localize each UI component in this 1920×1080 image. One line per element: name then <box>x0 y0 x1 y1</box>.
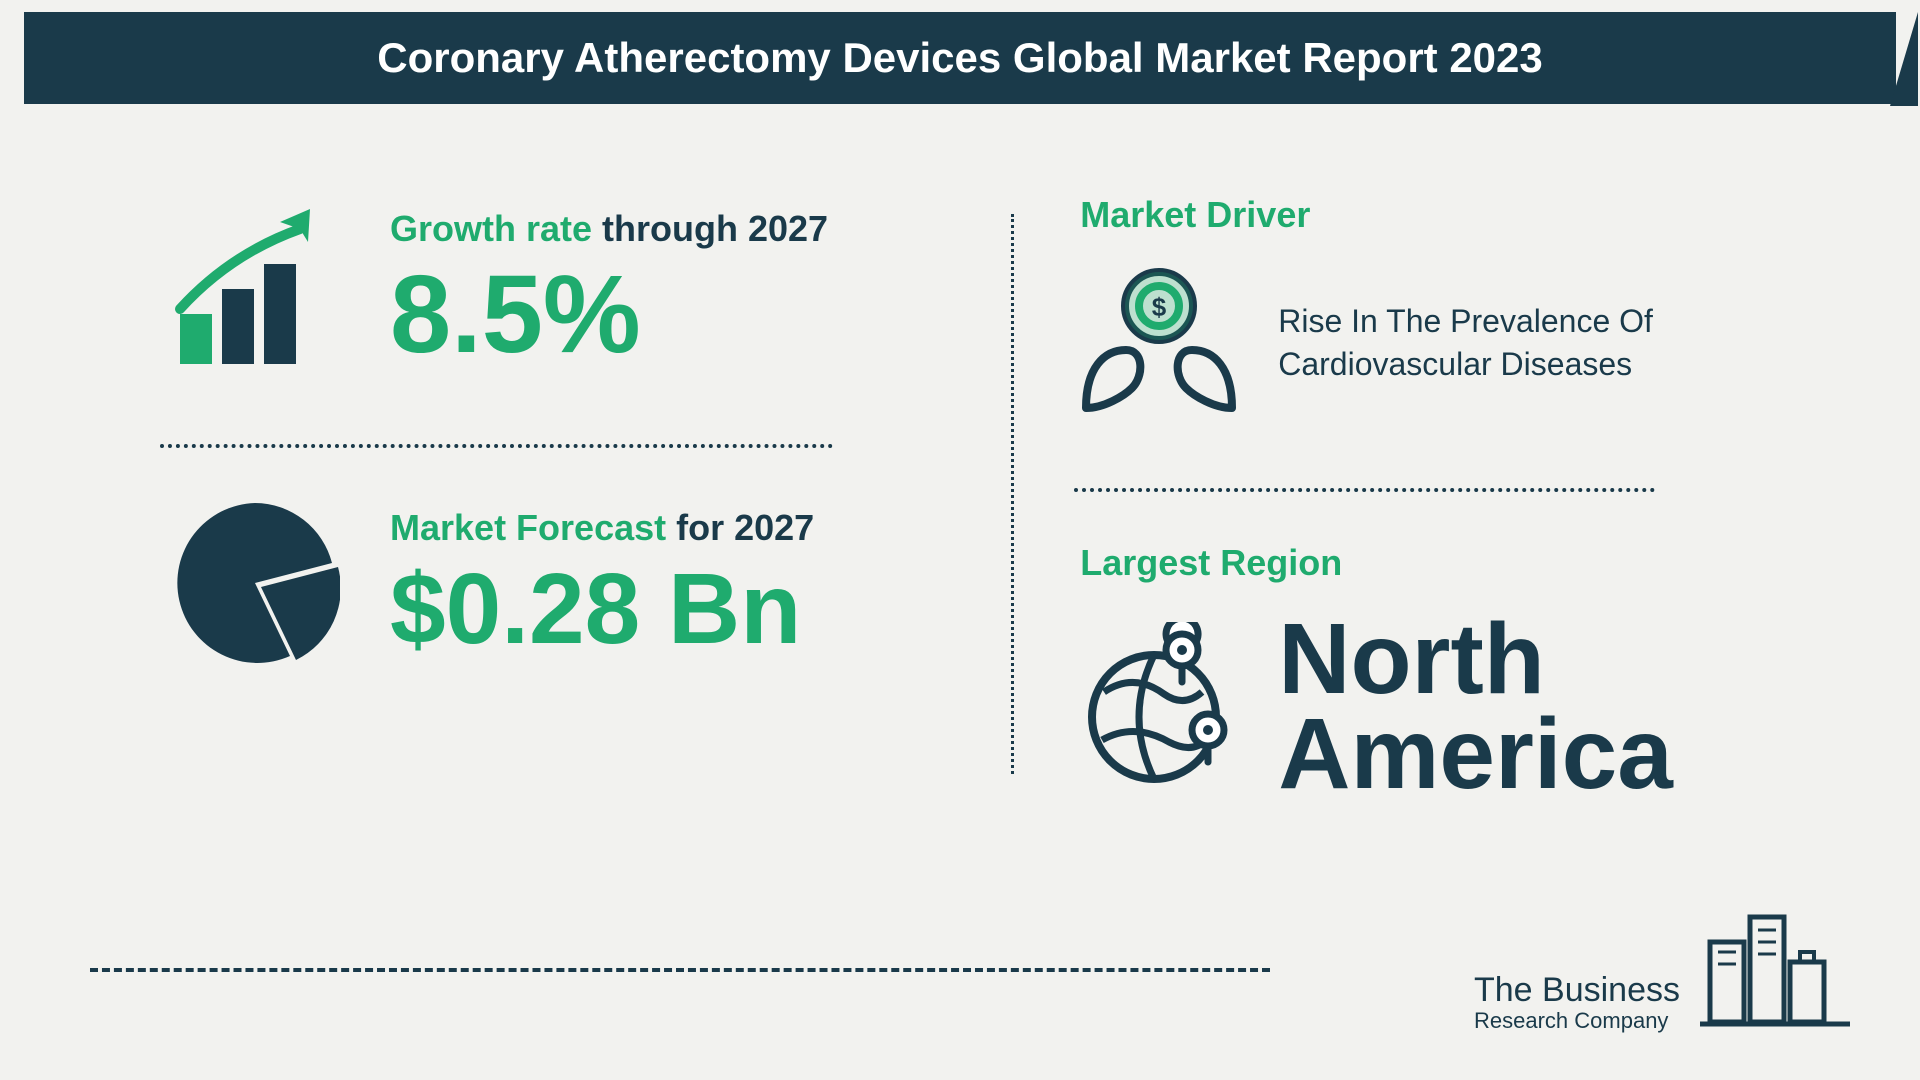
region-line2: America <box>1278 707 1673 802</box>
growth-label: Growth rate through 2027 <box>390 208 828 250</box>
hands-coin-icon: $ <box>1074 258 1244 428</box>
header-title: Coronary Atherectomy Devices Global Mark… <box>377 34 1543 81</box>
forecast-block: Market Forecast for 2027 $0.28 Bn <box>160 498 951 668</box>
driver-heading: Market Driver <box>1080 194 1800 236</box>
forecast-value: $0.28 Bn <box>390 559 814 659</box>
forecast-label: Market Forecast for 2027 <box>390 507 814 549</box>
left-dotted-divider <box>160 444 833 448</box>
header-bar: Coronary Atherectomy Devices Global Mark… <box>24 12 1896 104</box>
growth-value: 8.5% <box>390 260 828 370</box>
region-heading: Largest Region <box>1080 542 1800 584</box>
right-dotted-divider <box>1074 488 1655 492</box>
growth-chart-icon <box>160 194 350 384</box>
region-block: Largest Region <box>1074 542 1800 802</box>
svg-text:$: $ <box>1152 292 1167 322</box>
brand-buildings-icon <box>1700 892 1850 1032</box>
right-column: Market Driver $ Rise In The P <box>1014 194 1800 802</box>
growth-block: Growth rate through 2027 8.5% <box>160 194 951 384</box>
brand-block: The Business Research Company <box>1474 892 1850 1032</box>
bottom-dashed-line <box>90 968 1270 972</box>
forecast-text: Market Forecast for 2027 $0.28 Bn <box>390 507 814 659</box>
brand-text: The Business Research Company <box>1474 973 1680 1032</box>
growth-label-highlight: Growth rate <box>390 208 592 249</box>
region-value: North America <box>1278 612 1673 802</box>
forecast-label-highlight: Market Forecast <box>390 507 666 548</box>
globe-pins-icon <box>1074 622 1244 792</box>
left-column: Growth rate through 2027 8.5% Market For… <box>160 194 1011 802</box>
region-line1: North <box>1278 612 1673 707</box>
brand-line2: Research Company <box>1474 1009 1680 1032</box>
header-flag-decor <box>1890 12 1918 106</box>
forecast-label-rest: for 2027 <box>666 507 814 548</box>
driver-text: Rise In The Prevalence Of Cardiovascular… <box>1278 300 1718 386</box>
brand-line1: The Business <box>1474 973 1680 1009</box>
growth-text: Growth rate through 2027 8.5% <box>390 208 828 370</box>
growth-label-rest: through 2027 <box>592 208 828 249</box>
content-grid: Growth rate through 2027 8.5% Market For… <box>0 104 1920 802</box>
pie-chart-icon <box>160 498 350 668</box>
driver-block: Market Driver $ Rise In The P <box>1074 194 1800 428</box>
